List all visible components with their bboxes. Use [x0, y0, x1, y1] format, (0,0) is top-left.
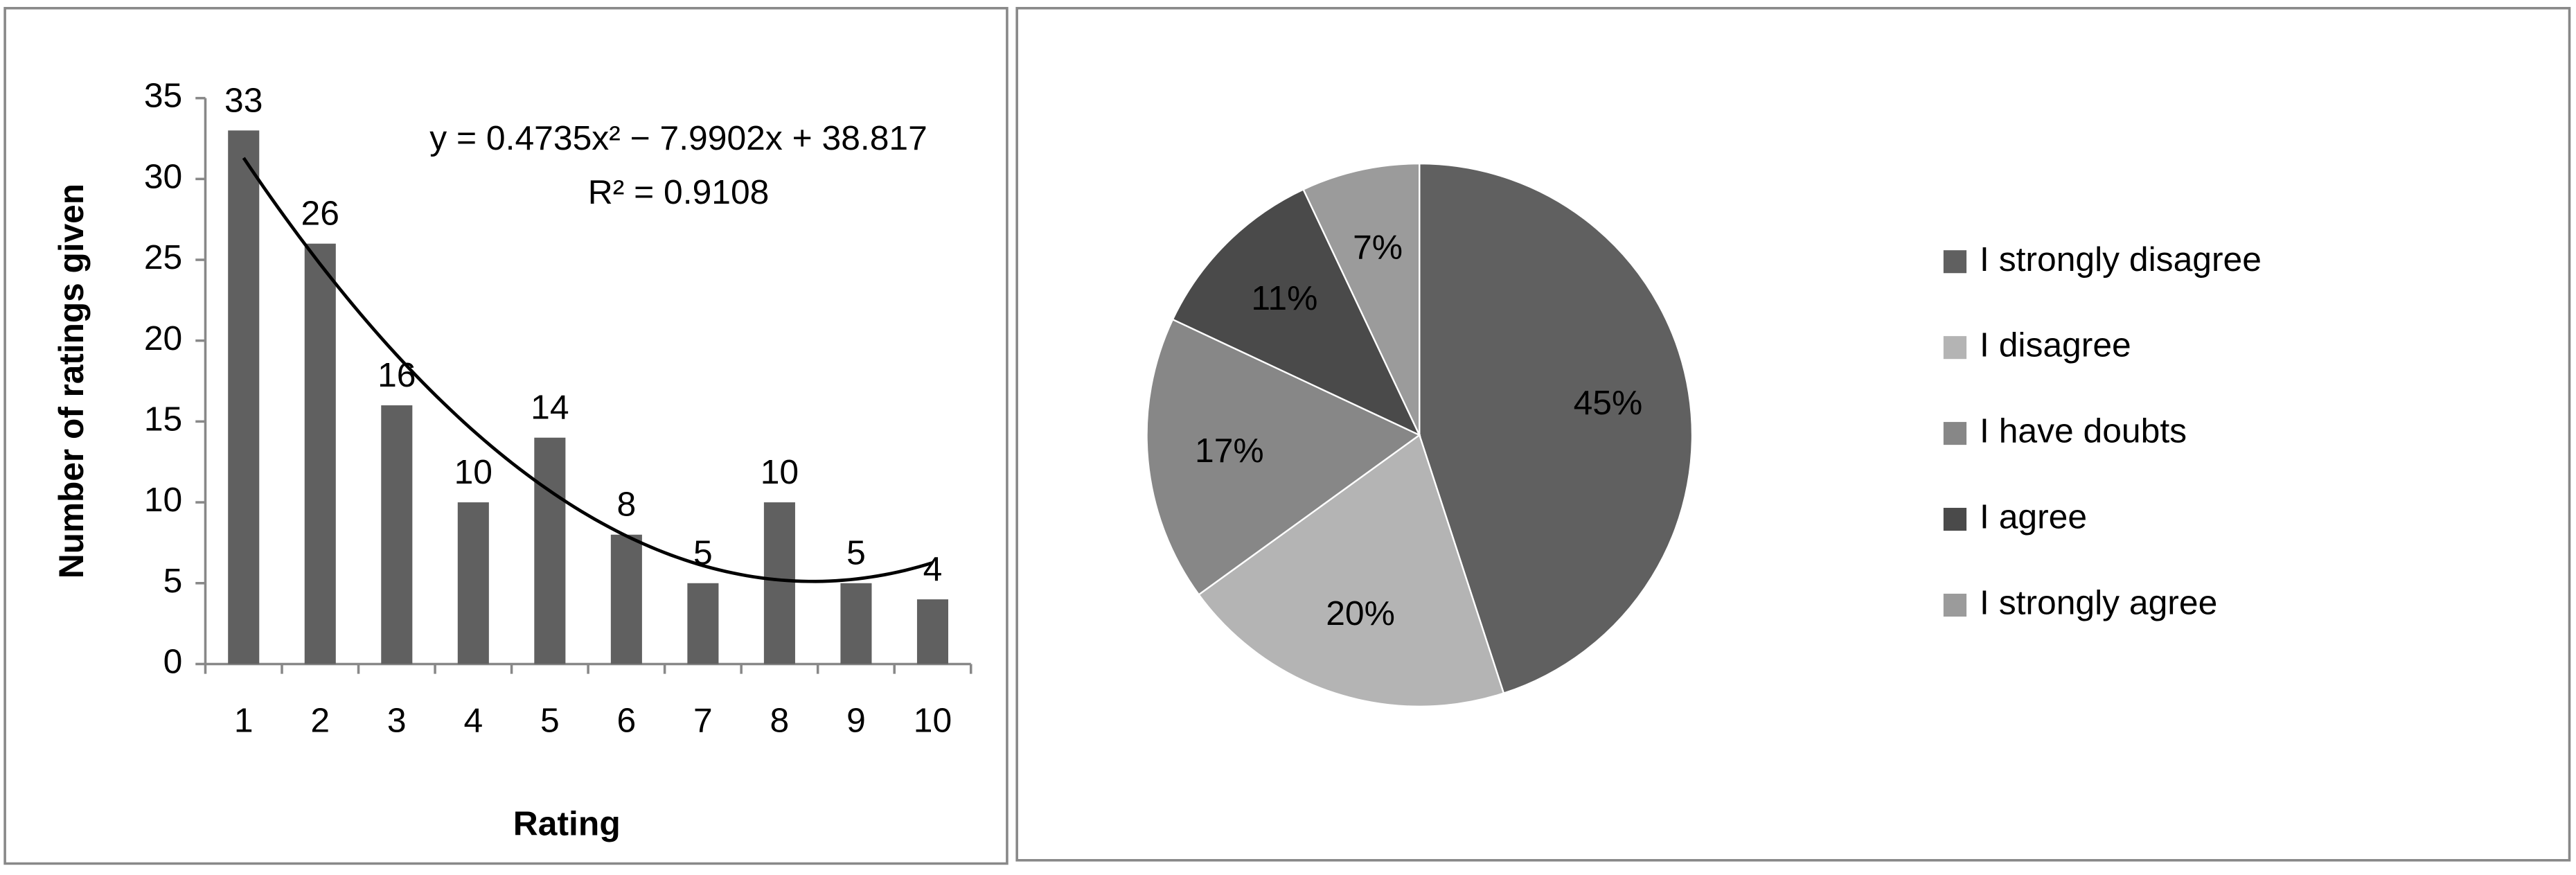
x-tick-label: 4 — [463, 701, 483, 740]
legend-label: I strongly agree — [1980, 583, 2217, 622]
y-tick-label: 5 — [163, 561, 183, 600]
y-tick-label: 25 — [144, 238, 182, 276]
legend-label: I disagree — [1980, 326, 2131, 364]
trendline-r-squared: R² = 0.9108 — [588, 173, 770, 211]
trendline-equation: y = 0.4735x² − 7.9902x + 38.817 — [429, 118, 927, 157]
value-label: 10 — [454, 452, 492, 491]
bar — [610, 534, 642, 664]
slice-label: 20% — [1326, 594, 1395, 633]
value-label: 26 — [301, 194, 339, 233]
value-label: 33 — [224, 80, 263, 119]
legend-swatch — [1943, 422, 1967, 445]
y-tick-label: 0 — [163, 642, 183, 681]
x-tick-label: 8 — [770, 701, 790, 740]
x-tick-label: 6 — [617, 701, 637, 740]
y-tick-label: 10 — [144, 480, 182, 519]
y-tick-label: 15 — [144, 400, 182, 439]
pie-slice — [1171, 188, 1421, 437]
legend-label: I strongly disagree — [1980, 240, 2262, 279]
y-tick-label: 35 — [144, 76, 182, 115]
y-axis-title: Number of ratings given — [52, 184, 91, 578]
legend-swatch — [1943, 593, 1967, 617]
value-label: 16 — [377, 355, 416, 394]
slice-label: 11% — [1251, 279, 1317, 317]
y-tick-label: 30 — [144, 157, 182, 196]
bar — [381, 405, 413, 664]
value-label: 5 — [846, 533, 866, 572]
value-label: 14 — [531, 388, 569, 427]
x-tick-label: 2 — [310, 701, 330, 740]
y-tick-label: 20 — [144, 319, 182, 357]
x-tick-label: 7 — [693, 701, 713, 740]
value-label: 8 — [617, 485, 637, 524]
bar — [916, 599, 949, 664]
x-tick-label: 1 — [234, 701, 254, 740]
bar — [457, 502, 489, 664]
x-tick-label: 10 — [914, 701, 952, 740]
slice-label: 17% — [1195, 431, 1264, 470]
pie-slice — [1302, 162, 1421, 436]
bar — [228, 130, 260, 664]
pie-slice — [1419, 162, 1694, 695]
trendline — [242, 157, 934, 583]
pie-slice — [1198, 434, 1505, 707]
bar — [763, 502, 795, 664]
value-label: 4 — [923, 549, 943, 588]
x-tick-label: 5 — [540, 701, 560, 740]
legend-label: I have doubts — [1980, 412, 2187, 450]
slice-label: 7% — [1353, 227, 1403, 266]
legend-swatch — [1943, 250, 1967, 274]
legend-swatch — [1943, 336, 1967, 360]
pie-slice — [1146, 318, 1421, 596]
slice-label: 45% — [1574, 383, 1643, 422]
right-panel-border — [1015, 7, 2571, 862]
x-axis-title: Rating — [513, 804, 621, 842]
bar — [840, 583, 872, 664]
left-panel-border — [3, 7, 1009, 865]
bar — [687, 583, 719, 664]
legend-label: I agree — [1980, 497, 2087, 536]
legend-swatch — [1943, 508, 1967, 531]
x-tick-label: 9 — [846, 701, 866, 740]
bar — [534, 437, 566, 664]
bar — [304, 243, 336, 664]
x-tick-label: 3 — [387, 701, 407, 740]
value-label: 10 — [761, 452, 799, 491]
